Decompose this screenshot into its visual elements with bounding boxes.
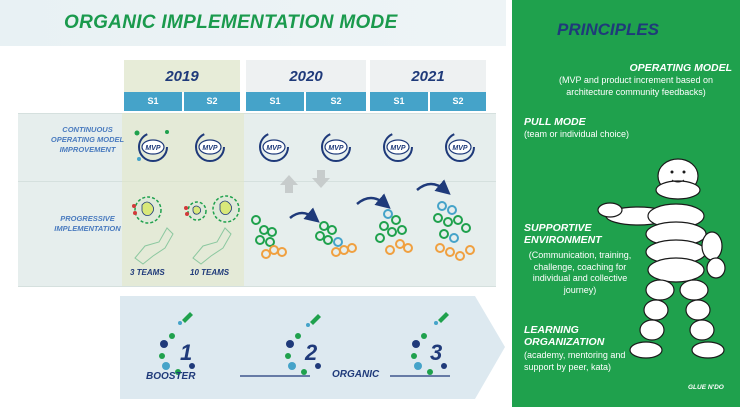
team-cluster <box>315 221 357 257</box>
mvp-cycle-icon: MVP <box>321 132 351 162</box>
stage-number-1: 1 <box>180 340 192 365</box>
up-arrow-icon <box>280 175 298 193</box>
mascot-figure <box>597 158 726 359</box>
semester-2019-s1: S1 <box>124 92 182 111</box>
mvp-label: MVP <box>145 145 161 152</box>
principle-operating-model-body: (MVP and product increment based on arch… <box>559 75 713 97</box>
mvp-cycle-icon: MVP <box>383 132 413 162</box>
mvp-label: MVP <box>202 145 218 152</box>
dot-ring <box>159 333 195 375</box>
semester-2021-s2: S2 <box>430 92 486 111</box>
mvp-cycle-diagram: MVP MVP MVP MVP MVP MVP <box>132 130 475 265</box>
mvp-label: MVP <box>390 145 406 152</box>
down-arrow-icon <box>312 170 330 188</box>
globe-icon <box>212 195 240 223</box>
mvp-label: MVP <box>328 145 344 152</box>
globe-icon <box>184 201 207 221</box>
mvp-cycle-icon: MVP <box>195 132 225 162</box>
team-cluster <box>375 209 413 255</box>
principle-pull-mode-body: (team or individual choice) <box>524 129 630 139</box>
stage-number-3: 3 <box>430 340 442 365</box>
stage-label-organic: ORGANIC <box>332 369 380 380</box>
principle-operating-model-head: OPERATING MODEL <box>629 62 732 74</box>
year-2020: 2020 <box>289 68 323 85</box>
progressive-row-label: PROGRESSIVE IMPLEMENTATION <box>54 214 121 233</box>
principle-learning-head: LEARNING ORGANIZATION <box>524 324 605 348</box>
title-band <box>0 0 506 46</box>
stage-number-2: 2 <box>304 340 318 365</box>
mvp-label: MVP <box>452 145 468 152</box>
teams-count-2019-s1: 3 TEAMS <box>130 268 165 277</box>
year-header-bg <box>370 60 486 92</box>
year-header-bg <box>124 60 240 92</box>
mvp-cycle-icon: MVP <box>445 132 475 162</box>
continuous-row-label: CONTINUOUS OPERATING MODEL IMPROVEMENT <box>50 125 125 154</box>
team-cluster <box>433 201 475 261</box>
rocket-icon <box>306 314 321 327</box>
team-cluster <box>251 215 287 259</box>
map-sketch-icon <box>134 227 174 265</box>
semester-2021-s1: S1 <box>370 92 428 111</box>
year-2021: 2021 <box>411 68 445 85</box>
mvp-cycle-icon: MVP <box>134 130 169 162</box>
semester-2020-s1: S1 <box>246 92 304 111</box>
progressive-implementation-row <box>18 182 496 287</box>
mvp-cycle-icon: MVP <box>259 132 289 162</box>
semester-2020-s2: S2 <box>306 92 366 111</box>
dot-ring <box>285 333 321 375</box>
principle-pull-mode-head: PULL MODE <box>524 116 586 128</box>
rocket-icon <box>434 312 449 325</box>
glue-ndo-logo: GLUE N'DO <box>688 384 724 391</box>
dot-ring <box>411 333 447 375</box>
principle-supportive-body: (Communication, training, challenge, coa… <box>528 250 632 295</box>
semester-2019-s2: S2 <box>184 92 240 111</box>
curved-arrow <box>416 179 451 195</box>
principle-supportive-head: SUPPORTIVE ENVIRONMENT <box>524 222 602 246</box>
rocket-icon <box>178 312 193 325</box>
curved-arrow <box>289 207 320 223</box>
page-title: ORGANIC IMPLEMENTATION MODE <box>64 12 398 33</box>
teams-count-2019-s2: 10 TEAMS <box>190 268 230 277</box>
principles-title: PRINCIPLES <box>557 20 660 39</box>
mvp-label: MVP <box>266 145 282 152</box>
principle-learning-body: (academy, mentoring and support by peer,… <box>524 350 626 372</box>
curved-arrow <box>356 193 391 209</box>
year-header-bg <box>246 60 366 92</box>
stage-band: 1 2 3 <box>120 296 505 399</box>
stage-label-booster: BOOSTER <box>146 371 196 382</box>
map-sketch-icon <box>192 227 232 265</box>
year-2019: 2019 <box>165 68 199 85</box>
continuous-improvement-row <box>18 113 496 182</box>
globe-icon <box>132 196 162 224</box>
team-clusters <box>251 201 475 261</box>
